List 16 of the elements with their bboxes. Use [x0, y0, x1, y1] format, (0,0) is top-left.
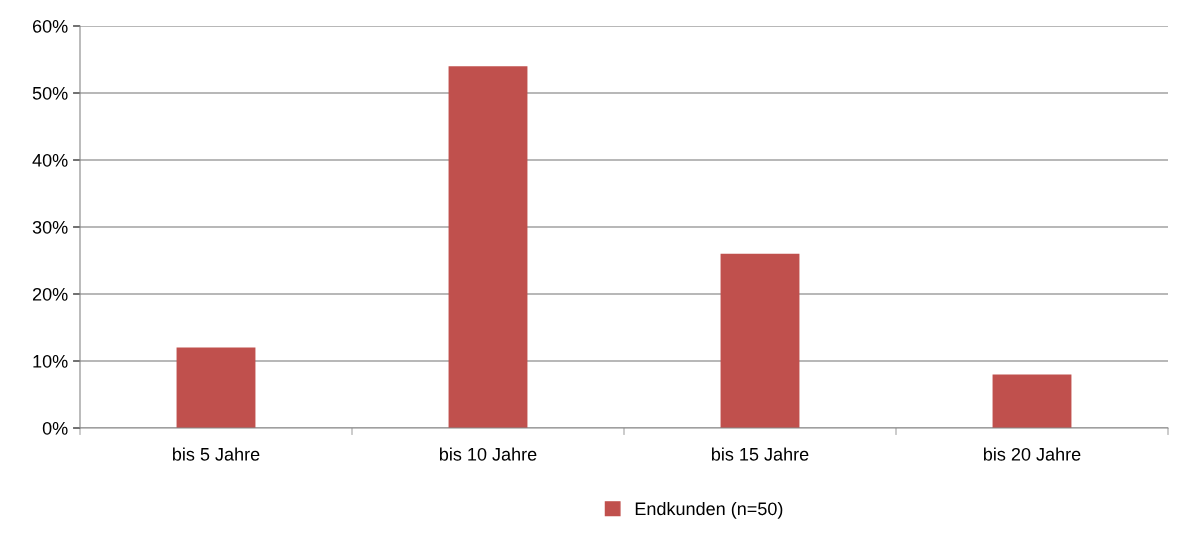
y-tick-label: 20%: [32, 287, 68, 301]
x-tick-label: bis 5 Jahre: [173, 447, 260, 461]
x-tick-label: bis 10 Jahre: [439, 447, 537, 461]
x-tick-label: bis 15 Jahre: [711, 447, 809, 461]
y-tick-label: 50%: [32, 86, 68, 100]
legend-label: Endkunden (n=50): [635, 501, 783, 519]
bar: [176, 347, 256, 428]
bar: [992, 374, 1072, 428]
x-tick-label: bis 20 Jahre: [983, 447, 1081, 461]
y-tick-label: 30%: [32, 220, 68, 234]
bar: [448, 66, 528, 428]
y-tick-label: 60%: [32, 19, 68, 33]
bar: [720, 253, 800, 428]
y-tick-label: 10%: [33, 354, 68, 368]
y-tick-label: 0%: [42, 421, 68, 435]
y-tick-label: 40%: [32, 153, 68, 167]
